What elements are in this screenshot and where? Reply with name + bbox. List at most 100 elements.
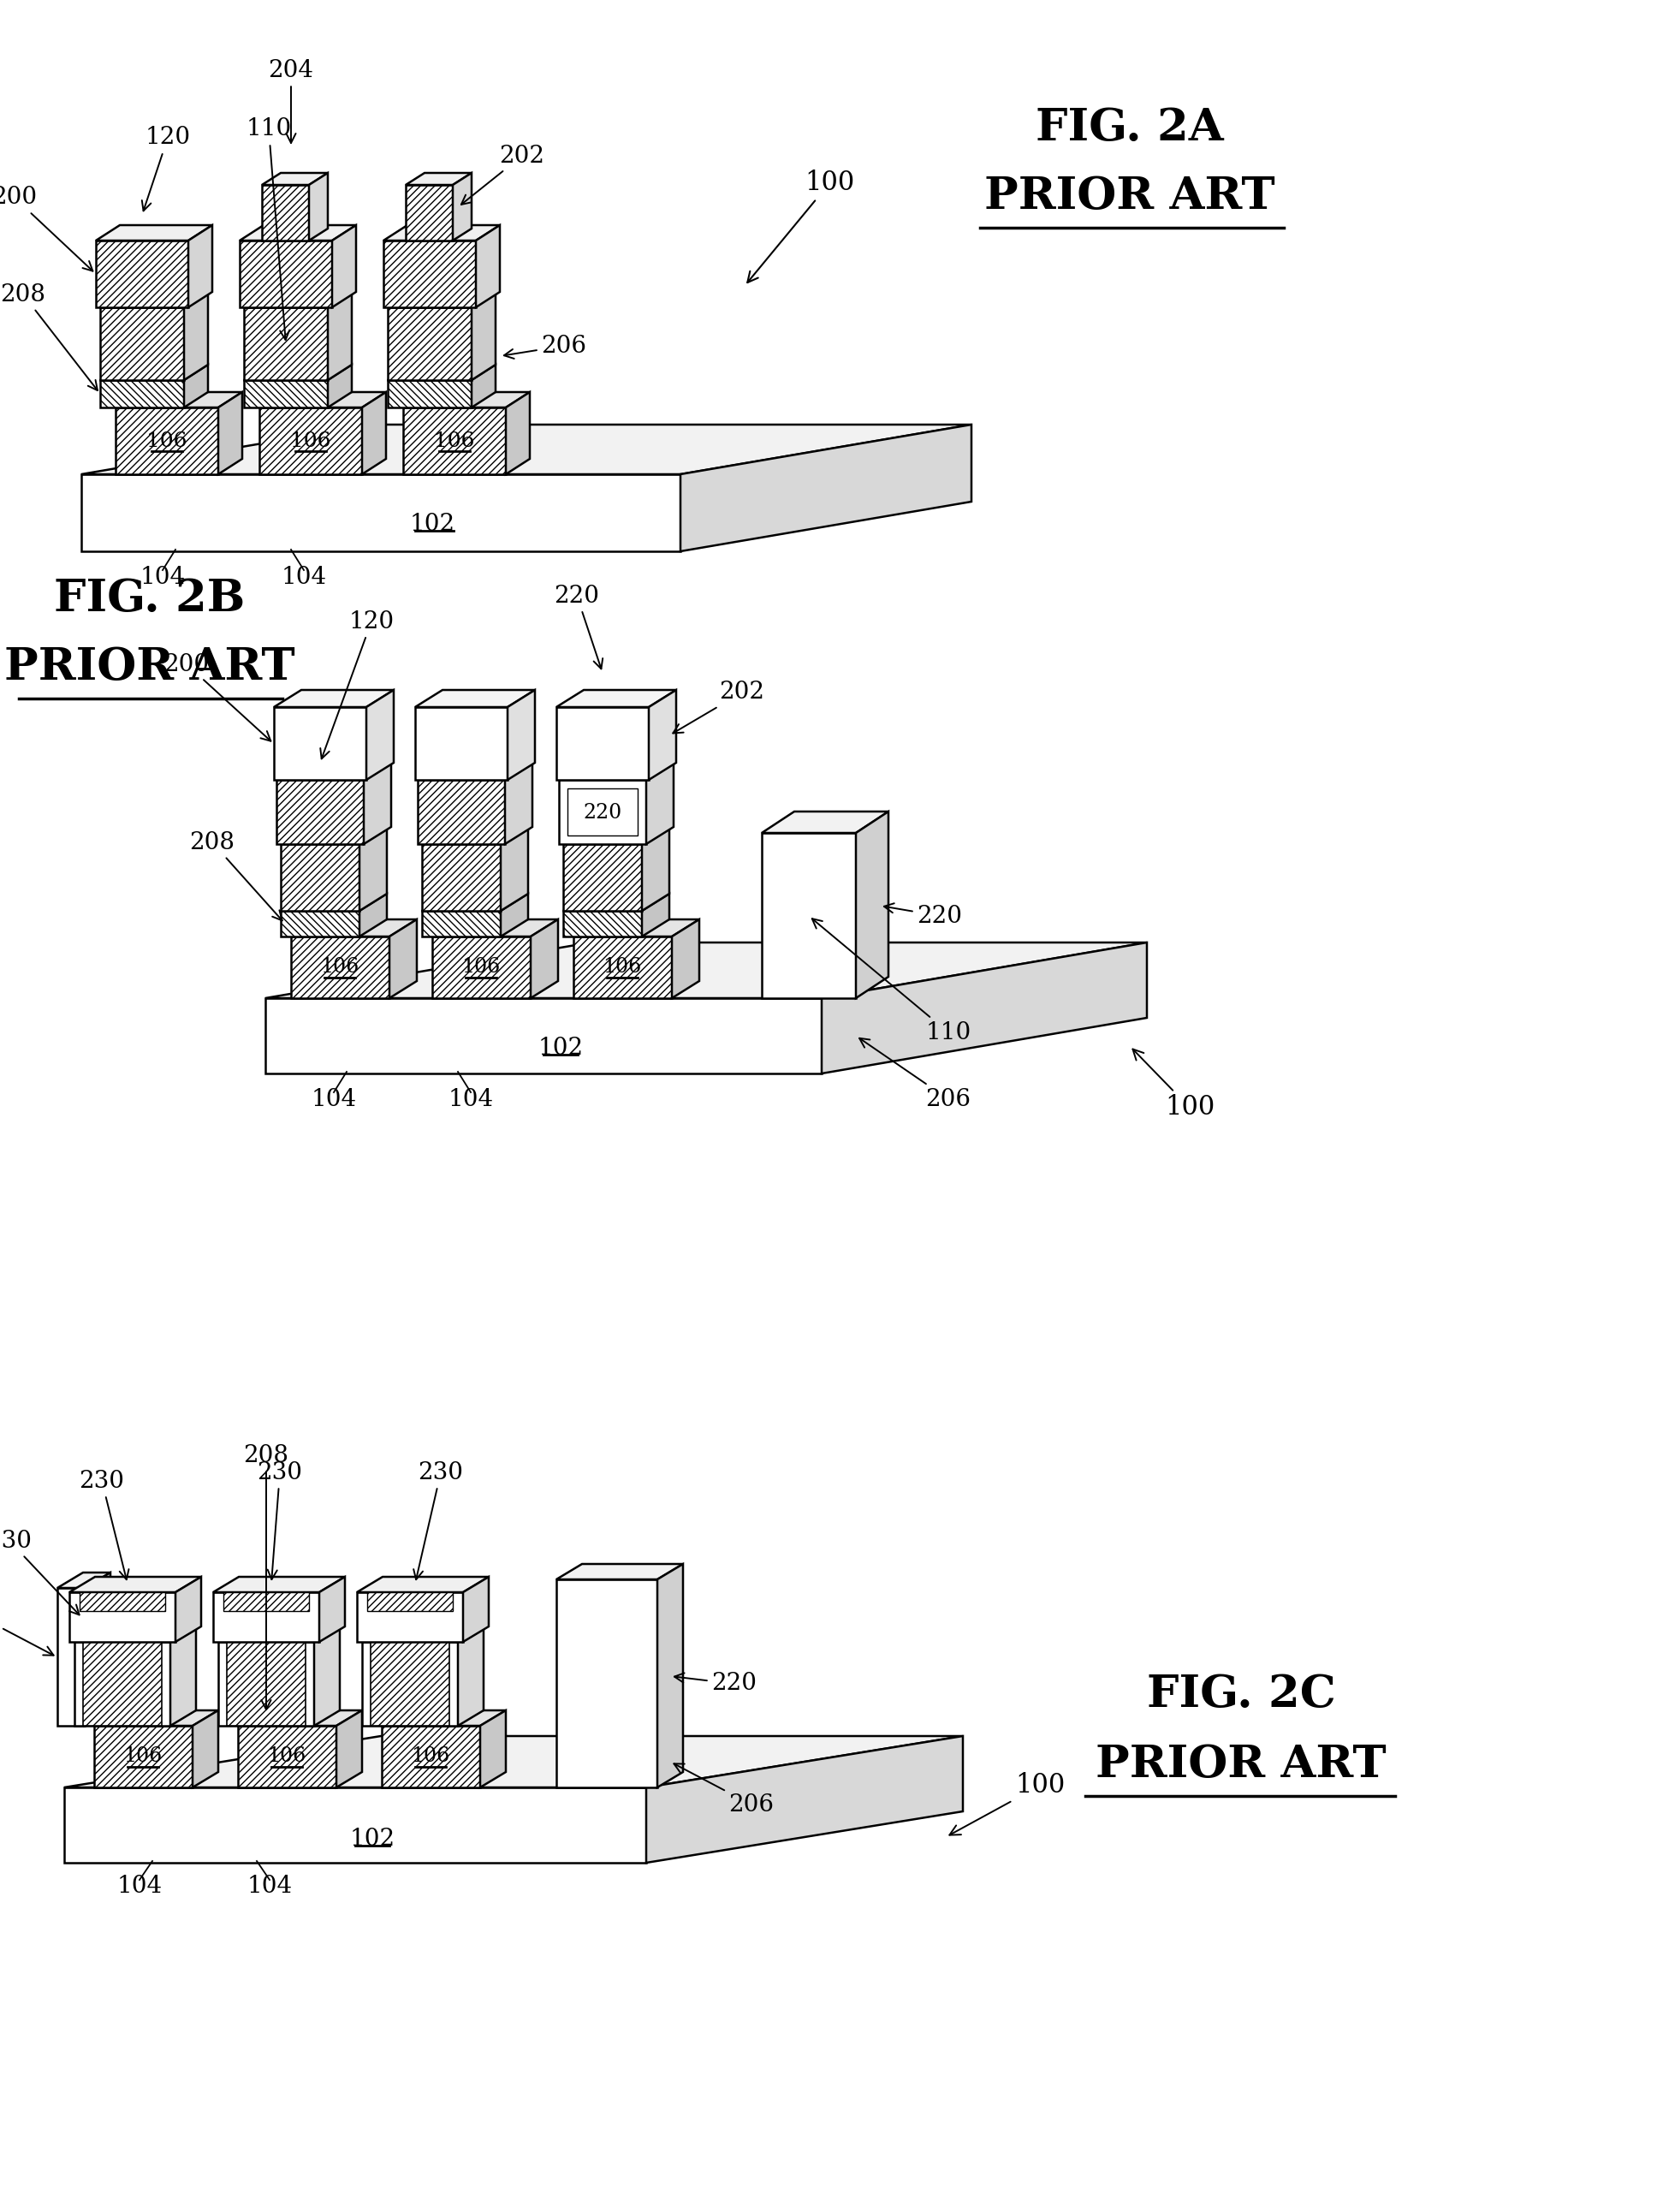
Polygon shape <box>219 1641 314 1725</box>
Polygon shape <box>280 845 359 911</box>
Polygon shape <box>95 241 189 307</box>
Polygon shape <box>649 690 676 781</box>
Polygon shape <box>100 292 209 307</box>
Polygon shape <box>244 365 352 380</box>
Polygon shape <box>357 1593 462 1641</box>
Text: 104: 104 <box>447 1088 494 1110</box>
Polygon shape <box>100 380 184 407</box>
Text: 220: 220 <box>674 1672 758 1694</box>
Polygon shape <box>359 827 387 911</box>
Polygon shape <box>559 763 674 781</box>
Text: 104: 104 <box>117 1876 162 1898</box>
Polygon shape <box>57 1573 110 1588</box>
Polygon shape <box>562 894 669 911</box>
Polygon shape <box>337 1710 362 1787</box>
Polygon shape <box>562 911 643 936</box>
Polygon shape <box>643 894 669 936</box>
Text: 202: 202 <box>673 681 764 732</box>
Polygon shape <box>314 1626 340 1725</box>
Polygon shape <box>366 690 394 781</box>
Text: 106: 106 <box>434 431 474 451</box>
Polygon shape <box>224 1593 309 1610</box>
Polygon shape <box>290 936 389 998</box>
Text: FIG. 2B: FIG. 2B <box>53 577 245 622</box>
Polygon shape <box>821 942 1147 1073</box>
Polygon shape <box>259 407 362 473</box>
Text: 106: 106 <box>290 431 330 451</box>
Polygon shape <box>327 292 352 380</box>
Text: 208: 208 <box>190 832 282 920</box>
Polygon shape <box>389 920 417 998</box>
Polygon shape <box>507 690 536 781</box>
Polygon shape <box>239 1725 337 1787</box>
Text: 110: 110 <box>813 918 971 1044</box>
Text: 208: 208 <box>0 283 97 392</box>
Polygon shape <box>277 763 391 781</box>
Polygon shape <box>367 1593 452 1610</box>
Polygon shape <box>83 1641 162 1725</box>
Text: 106: 106 <box>603 958 641 978</box>
Polygon shape <box>280 827 387 845</box>
Polygon shape <box>387 292 496 307</box>
Polygon shape <box>462 1577 489 1641</box>
Polygon shape <box>382 1710 506 1725</box>
Polygon shape <box>290 920 417 936</box>
Polygon shape <box>417 781 506 845</box>
Text: 206: 206 <box>674 1763 774 1816</box>
Text: 104: 104 <box>280 566 327 588</box>
Text: 106: 106 <box>267 1747 305 1767</box>
Polygon shape <box>170 1626 195 1725</box>
Polygon shape <box>175 1577 202 1641</box>
Polygon shape <box>244 380 327 407</box>
Polygon shape <box>556 708 649 781</box>
Text: 220: 220 <box>0 1604 53 1655</box>
Polygon shape <box>189 226 212 307</box>
Polygon shape <box>476 226 499 307</box>
Text: 106: 106 <box>124 1747 162 1767</box>
Polygon shape <box>93 1725 192 1787</box>
Text: PRIOR ART: PRIOR ART <box>985 175 1275 219</box>
Polygon shape <box>387 307 472 380</box>
Text: 230: 230 <box>257 1460 302 1579</box>
Text: 220: 220 <box>582 803 623 823</box>
Polygon shape <box>506 392 529 473</box>
Text: 230: 230 <box>78 1469 129 1579</box>
Text: 106: 106 <box>320 958 359 978</box>
Polygon shape <box>556 1579 658 1787</box>
Polygon shape <box>82 473 681 551</box>
Polygon shape <box>85 1573 110 1725</box>
Text: 104: 104 <box>247 1876 292 1898</box>
Polygon shape <box>673 920 699 998</box>
Polygon shape <box>357 1577 489 1593</box>
Polygon shape <box>100 307 184 380</box>
Polygon shape <box>244 292 352 307</box>
Polygon shape <box>506 763 532 845</box>
Text: 200: 200 <box>0 186 93 272</box>
Polygon shape <box>240 241 332 307</box>
Polygon shape <box>359 894 387 936</box>
Text: 106: 106 <box>147 431 187 451</box>
Polygon shape <box>574 936 673 998</box>
Polygon shape <box>75 1626 195 1641</box>
Polygon shape <box>384 226 499 241</box>
Polygon shape <box>416 708 507 781</box>
Polygon shape <box>562 845 643 911</box>
Polygon shape <box>559 781 646 845</box>
Polygon shape <box>562 827 669 845</box>
Text: 110: 110 <box>245 117 292 341</box>
Text: 120: 120 <box>320 611 394 759</box>
Polygon shape <box>362 392 386 473</box>
Polygon shape <box>457 1626 484 1725</box>
Polygon shape <box>280 911 359 936</box>
Polygon shape <box>219 392 242 473</box>
Polygon shape <box>371 1641 449 1725</box>
Text: 220: 220 <box>885 902 963 927</box>
Polygon shape <box>244 307 327 380</box>
Polygon shape <box>63 1787 646 1863</box>
Text: 106: 106 <box>462 958 501 978</box>
Polygon shape <box>472 292 496 380</box>
Text: FIG. 2A: FIG. 2A <box>1036 106 1223 150</box>
Polygon shape <box>214 1593 319 1641</box>
Text: 100: 100 <box>748 170 855 283</box>
Text: 230: 230 <box>414 1460 464 1579</box>
